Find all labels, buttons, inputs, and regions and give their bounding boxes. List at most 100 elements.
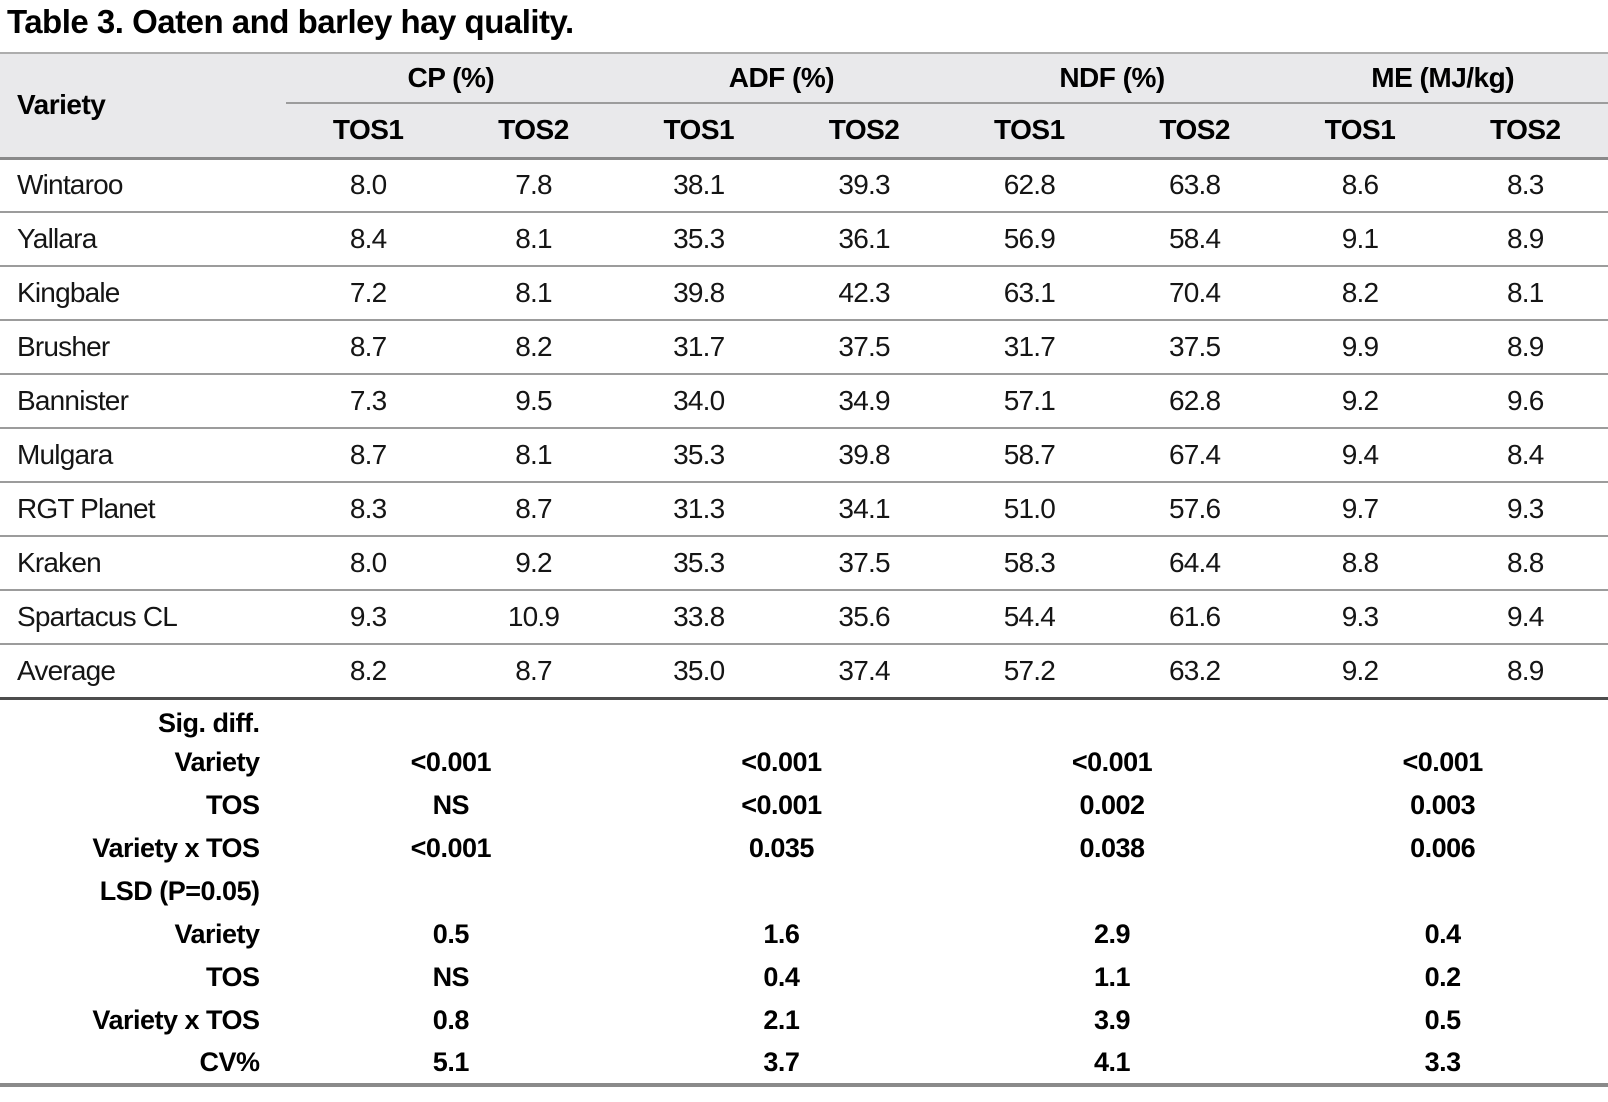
value-cell: 61.6 xyxy=(1112,589,1278,644)
group-header-cp: CP (%) xyxy=(285,52,617,104)
value-cell: 37.5 xyxy=(781,535,947,590)
value-cell: 8.4 xyxy=(285,211,451,266)
table-header: Variety CP (%) ADF (%) NDF (%) ME (MJ/kg… xyxy=(0,52,1608,160)
value-cell: 8.0 xyxy=(349,169,387,201)
value-cell: 67.4 xyxy=(1112,427,1278,482)
subheader-me-tos1: TOS1 xyxy=(1277,103,1443,160)
variety-column-header: Variety xyxy=(0,52,286,160)
value-cell: 8.7 xyxy=(450,643,617,698)
value-cell: 9.4 xyxy=(1277,427,1443,482)
subheader-cp-tos1: TOS1 xyxy=(285,103,451,160)
subheader-ndf-tos2: TOS2 xyxy=(1112,103,1278,160)
group-header-ndf: NDF (%) xyxy=(946,52,1278,104)
table-row: Bannister 7.3 9.5 34.0 34.9 57.1 62.8 9.… xyxy=(0,373,1608,428)
value-cell: 35.3 xyxy=(616,427,782,482)
stats-value: 0.003 xyxy=(1410,790,1476,820)
table-row: Mulgara 8.7 8.1 35.3 39.8 58.7 67.4 9.4 … xyxy=(0,427,1608,482)
stats-row-variety-x-tos: Variety x TOS <0.001 0.035 0.038 0.006 xyxy=(0,827,1608,870)
stats-row-lsd: LSD (P=0.05) xyxy=(0,870,1608,913)
stats-value: <0.001 xyxy=(741,790,822,820)
stats-value xyxy=(1277,870,1608,913)
statistics-section: Sig. diff. Variety <0.001 <0.001 <0.001 … xyxy=(0,696,1608,1085)
table-row: Wintaroo 8.0 7.8 38.1 39.3 62.8 63.8 8.6… xyxy=(0,158,1608,212)
value-cell: 9.2 xyxy=(1277,643,1443,698)
stats-label: Variety x TOS xyxy=(92,833,260,863)
stats-row-lsd-variety: Variety 0.5 1.6 2.9 0.4 xyxy=(0,913,1608,956)
value-cell: 9.6 xyxy=(1442,373,1608,428)
stats-value: NS xyxy=(432,790,470,820)
stats-value: 0.038 xyxy=(1079,833,1145,863)
subheader-adf-tos1: TOS1 xyxy=(616,103,782,160)
value-cell: 39.8 xyxy=(781,427,947,482)
value-cell: 70.4 xyxy=(1112,265,1278,320)
stats-label: TOS xyxy=(206,790,260,820)
stats-value xyxy=(946,696,1278,741)
value-cell: 8.2 xyxy=(450,319,617,374)
value-cell: 39.3 xyxy=(838,169,890,201)
value-cell: 58.3 xyxy=(946,535,1113,590)
variety-cell: Kraken xyxy=(0,535,286,590)
variety-cell: RGT Planet xyxy=(0,481,286,536)
value-cell: 36.1 xyxy=(781,211,947,266)
stats-value: 0.5 xyxy=(1424,1005,1462,1035)
value-cell: 9.1 xyxy=(1277,211,1443,266)
stats-value xyxy=(286,870,617,913)
value-cell: 56.9 xyxy=(946,211,1113,266)
value-cell: 7.8 xyxy=(515,169,552,201)
stats-label: Variety xyxy=(174,919,260,949)
variety-cell: Wintaroo xyxy=(17,169,123,201)
group-header-me: ME (MJ/kg) xyxy=(1277,52,1608,104)
value-cell: 7.2 xyxy=(285,265,451,320)
stats-label: Variety x TOS xyxy=(92,1005,260,1035)
stats-value: 5.1 xyxy=(432,1047,470,1077)
stats-value: <0.001 xyxy=(1071,747,1153,777)
stats-value: <0.001 xyxy=(1402,747,1483,777)
stats-label: Sig. diff. xyxy=(0,696,286,741)
stats-row-lsd-variety-x-tos: Variety x TOS 0.8 2.1 3.9 0.5 xyxy=(0,999,1608,1042)
subheader-cp-tos2: TOS2 xyxy=(450,103,617,160)
value-cell: 57.1 xyxy=(946,373,1113,428)
stats-value: 2.9 xyxy=(1093,919,1131,949)
value-cell: 7.3 xyxy=(285,373,451,428)
value-cell: 54.4 xyxy=(946,589,1113,644)
stats-value: 0.2 xyxy=(1424,962,1462,992)
value-cell: 8.1 xyxy=(450,211,617,266)
subheader-me-tos2: TOS2 xyxy=(1442,103,1608,160)
group-header-row: Variety CP (%) ADF (%) NDF (%) ME (MJ/kg… xyxy=(0,52,1608,160)
stats-value: 0.5 xyxy=(432,919,470,949)
stats-label: TOS xyxy=(206,962,260,992)
stats-value: 3.7 xyxy=(763,1047,800,1077)
stats-value: 3.3 xyxy=(1424,1047,1462,1077)
hay-quality-table: Variety CP (%) ADF (%) NDF (%) ME (MJ/kg… xyxy=(0,52,1608,1087)
value-cell: 35.0 xyxy=(616,643,782,698)
value-cell: 8.1 xyxy=(1442,265,1608,320)
stats-value: 0.4 xyxy=(1424,919,1462,949)
stats-value: 2.1 xyxy=(763,1005,800,1035)
value-cell: 8.8 xyxy=(1277,535,1443,590)
stats-label: Variety xyxy=(174,747,260,777)
variety-cell: Mulgara xyxy=(0,427,286,482)
table-row: Kingbale 7.2 8.1 39.8 42.3 63.1 70.4 8.2… xyxy=(0,265,1608,320)
stats-value xyxy=(1277,696,1608,741)
value-cell: 9.3 xyxy=(1277,589,1443,644)
value-cell: 35.3 xyxy=(616,211,782,266)
table-title: Table 3. Oaten and barley hay quality. xyxy=(7,3,574,40)
stats-label: CV% xyxy=(199,1047,261,1077)
group-header-adf: ADF (%) xyxy=(616,52,947,104)
variety-cell: Brusher xyxy=(0,319,286,374)
subheader-adf-tos2: TOS2 xyxy=(781,103,947,160)
value-cell: 8.1 xyxy=(450,265,617,320)
stats-value: 4.1 xyxy=(1093,1047,1131,1077)
stats-row-sig-diff: Sig. diff. xyxy=(0,696,1608,741)
value-cell: 9.2 xyxy=(450,535,617,590)
stats-label: LSD (P=0.05) xyxy=(99,876,260,906)
value-cell: 8.9 xyxy=(1442,211,1608,266)
stats-row-variety: Variety <0.001 <0.001 <0.001 <0.001 xyxy=(0,741,1608,784)
value-cell: 34.1 xyxy=(781,481,947,536)
value-cell: 35.3 xyxy=(616,535,782,590)
stats-value: 0.4 xyxy=(763,962,800,992)
table-body: Wintaroo 8.0 7.8 38.1 39.3 62.8 63.8 8.6… xyxy=(0,158,1608,698)
stats-value: 1.1 xyxy=(1093,962,1131,992)
value-cell: 9.9 xyxy=(1277,319,1443,374)
value-cell: 10.9 xyxy=(450,589,617,644)
